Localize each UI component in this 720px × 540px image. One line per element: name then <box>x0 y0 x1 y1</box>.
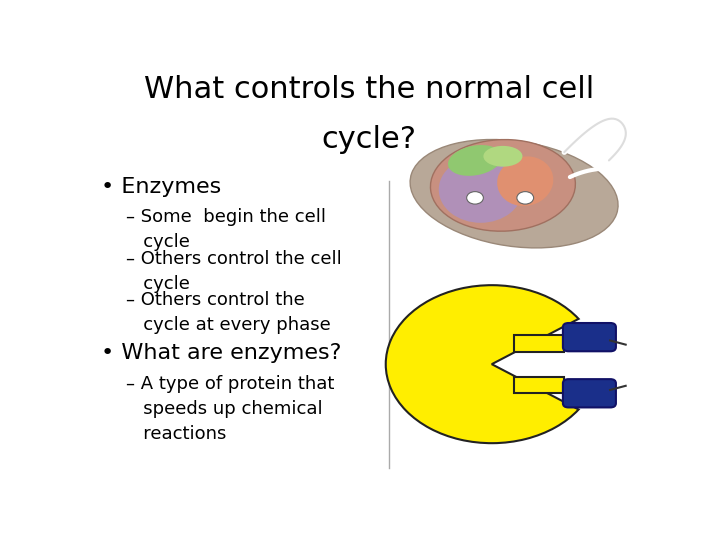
Text: cycle?: cycle? <box>322 125 416 154</box>
Text: – Some  begin the cell
   cycle: – Some begin the cell cycle <box>126 208 326 251</box>
Ellipse shape <box>431 139 575 231</box>
Text: • What are enzymes?: • What are enzymes? <box>101 343 341 363</box>
FancyBboxPatch shape <box>520 348 559 381</box>
FancyBboxPatch shape <box>563 323 616 352</box>
Wedge shape <box>386 285 579 443</box>
Text: • Enzymes: • Enzymes <box>101 177 222 197</box>
Ellipse shape <box>483 146 523 167</box>
FancyBboxPatch shape <box>514 335 564 352</box>
Text: – Others control the
   cycle at every phase: – Others control the cycle at every phas… <box>126 292 331 334</box>
Text: – A type of protein that
   speeds up chemical
   reactions: – A type of protein that speeds up chemi… <box>126 375 335 443</box>
Ellipse shape <box>497 157 554 206</box>
Text: What controls the normal cell: What controls the normal cell <box>144 75 594 104</box>
Ellipse shape <box>410 139 618 248</box>
Ellipse shape <box>467 192 483 204</box>
Ellipse shape <box>517 192 534 204</box>
Ellipse shape <box>438 156 523 223</box>
FancyBboxPatch shape <box>514 377 564 393</box>
Ellipse shape <box>448 145 502 176</box>
FancyBboxPatch shape <box>563 379 616 407</box>
Text: – Others control the cell
   cycle: – Others control the cell cycle <box>126 250 342 293</box>
